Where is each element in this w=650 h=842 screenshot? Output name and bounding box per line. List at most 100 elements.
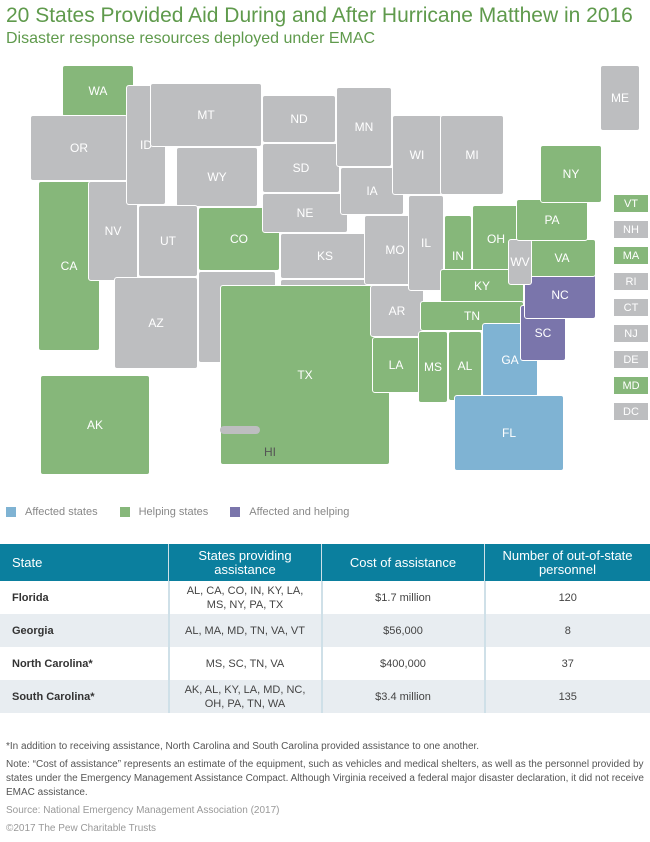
- state-wi: WI: [392, 115, 442, 195]
- cell-cost: $56,000: [320, 614, 485, 647]
- state-label: WI: [409, 148, 425, 162]
- state-il: IL: [408, 195, 444, 291]
- state-ut: UT: [138, 205, 198, 277]
- cell-cost: $3.4 million: [320, 680, 485, 713]
- table-row: South Carolina* AK, AL, KY, LA, MD, NC, O…: [0, 680, 650, 713]
- state-label: WY: [207, 170, 227, 184]
- state-label: MI: [465, 148, 479, 162]
- state-wy: WY: [176, 147, 258, 207]
- state-fl: FL: [454, 395, 564, 471]
- small-state-nj: NJ: [614, 325, 648, 342]
- cell-cost: $1.7 million: [320, 581, 485, 614]
- small-state-ri: RI: [614, 273, 648, 290]
- state-label: TX: [297, 368, 313, 382]
- legend-item-helping: Helping states: [119, 506, 209, 518]
- state-mn: MN: [336, 87, 392, 167]
- legend-label: Affected and helping: [249, 506, 350, 518]
- assistance-table: State States providing assistance Cost o…: [0, 544, 650, 713]
- small-state-ct: CT: [614, 299, 648, 316]
- state-mt: MT: [150, 83, 262, 147]
- cell-state: South Carolina*: [0, 680, 169, 713]
- state-label: SC: [534, 326, 552, 340]
- cell-providers: AK, AL, KY, LA, MD, NC, OH, PA, TN, WA: [167, 680, 322, 713]
- notes: *In addition to receiving assistance, No…: [6, 740, 646, 840]
- table-row: Florida AL, CA, CO, IN, KY, LA, MS, NY, P…: [0, 581, 650, 614]
- cell-cost: $400,000: [320, 647, 485, 680]
- state-label: ID: [140, 138, 152, 152]
- legend-label: Helping states: [138, 506, 209, 518]
- footnote: *In addition to receiving assistance, No…: [6, 741, 480, 752]
- col-providers: States providing assistance: [168, 544, 322, 581]
- state-tx: TX: [220, 285, 390, 465]
- cell-providers: AL, MA, MD, TN, VA, VT: [167, 614, 322, 647]
- state-label: MT: [197, 108, 215, 122]
- state-label: ND: [290, 112, 308, 126]
- state-label: KY: [473, 279, 490, 293]
- cell-personnel: 8: [483, 614, 650, 647]
- state-ne: NE: [262, 193, 348, 233]
- cell-personnel: 135: [483, 680, 650, 713]
- state-label: MS: [424, 360, 442, 374]
- state-label: TN: [464, 309, 480, 323]
- state-label: IL: [420, 236, 431, 250]
- state-me: ME: [600, 65, 640, 131]
- state-label: WV: [510, 255, 530, 269]
- state-ms: MS: [418, 331, 448, 403]
- state-label: NC: [551, 288, 569, 302]
- page-subtitle: Disaster response resources deployed und…: [6, 30, 376, 47]
- state-nd: ND: [262, 95, 336, 143]
- state-label: HI: [264, 445, 276, 459]
- state-label: NV: [104, 224, 122, 238]
- table-row: North Carolina* MS, SC, TN, VA $400,000 37: [0, 647, 650, 680]
- state-wa: WA: [62, 65, 134, 117]
- state-pa: PA: [516, 199, 588, 241]
- legend-label: Affected states: [25, 506, 98, 518]
- state-label: OH: [487, 232, 505, 246]
- state-label: MN: [354, 120, 374, 134]
- state-label: AZ: [148, 316, 164, 330]
- state-label: AL: [457, 359, 473, 373]
- legend-swatch: [6, 507, 16, 517]
- source: Source: National Emergency Management As…: [6, 805, 280, 816]
- small-state-ma: MA: [614, 247, 648, 264]
- small-state-de: DE: [614, 351, 648, 368]
- state-label: GA: [501, 353, 519, 367]
- us-map: WAORCANVIDMTWYUTCOAZNMNDSDNEKSOKTXMNIAMO…: [0, 55, 650, 485]
- state-hi: HI: [220, 426, 290, 464]
- col-cost: Cost of assistance: [321, 544, 485, 581]
- state-label: PA: [544, 213, 560, 227]
- state-label: ME: [611, 91, 629, 105]
- small-state-md: MD: [614, 377, 648, 394]
- cell-state: North Carolina*: [12, 657, 93, 670]
- legend: Affected states Helping states Affected …: [6, 506, 349, 518]
- state-label: CO: [230, 232, 248, 246]
- state-label: IN: [452, 249, 464, 263]
- cell-personnel: 37: [483, 647, 650, 680]
- state-label: NE: [296, 206, 314, 220]
- col-state: State: [0, 544, 169, 581]
- state-va: VA: [528, 239, 596, 277]
- state-label: CA: [60, 259, 78, 273]
- state-label: WA: [88, 84, 108, 98]
- state-az: AZ: [114, 277, 198, 369]
- small-state-nh: NH: [614, 221, 648, 238]
- cell-providers: AL, CA, CO, IN, KY, LA, MS, NY, PA, TX: [167, 581, 322, 614]
- cell-state: Florida: [12, 591, 49, 604]
- state-label: AR: [388, 304, 406, 318]
- state-label: FL: [501, 426, 516, 440]
- state-mi: MI: [440, 115, 504, 195]
- small-state-dc: DC: [614, 403, 648, 420]
- note: Note: “Cost of assistance” represents an…: [6, 759, 644, 798]
- legend-item-both: Affected and helping: [230, 506, 349, 518]
- table-row: Georgia AL, MA, MD, TN, VA, VT $56,000 8: [0, 614, 650, 647]
- legend-swatch: [119, 507, 130, 517]
- cell-providers: MS, SC, TN, VA: [167, 647, 322, 680]
- state-wv: WV: [508, 239, 532, 285]
- state-ny: NY: [540, 145, 602, 203]
- hawaii-islands: [220, 426, 260, 434]
- state-ks: KS: [280, 233, 370, 279]
- state-label: KS: [316, 249, 333, 263]
- state-label: LA: [388, 358, 404, 372]
- state-label: OR: [70, 141, 88, 155]
